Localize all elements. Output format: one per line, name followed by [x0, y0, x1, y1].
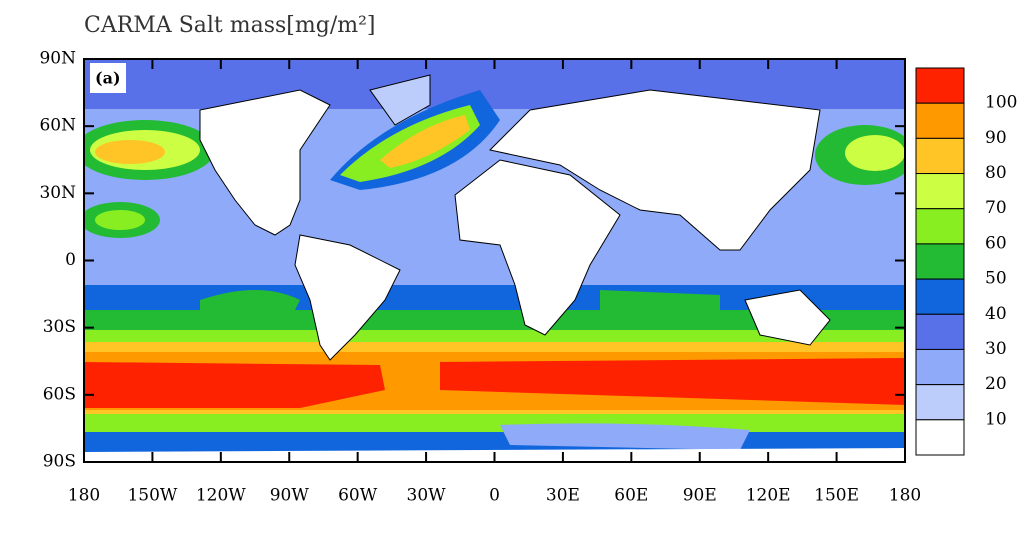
y-tick-label: 60S: [43, 384, 76, 404]
x-tick-label: 180: [68, 486, 100, 506]
colorbar-label: 40: [985, 304, 1007, 324]
panel-label: (a): [95, 69, 121, 88]
x-tick-label: 180: [889, 486, 921, 506]
colorbar-box: [915, 67, 965, 104]
y-tick-label: 90N: [39, 49, 76, 69]
colorbar-box: [915, 102, 965, 139]
panel-label-box: [90, 63, 126, 93]
colorbar-label: 90: [985, 128, 1007, 148]
colorbar-label: 30: [985, 339, 1007, 359]
colorbar-box: [915, 348, 965, 386]
x-tick-label: 30W: [407, 486, 447, 506]
colorbar-box: [915, 278, 965, 315]
x-tick-label: 150E: [814, 486, 859, 506]
x-tick-label: 0: [489, 486, 500, 506]
x-tick-label: 120W: [196, 486, 246, 506]
map: [84, 59, 905, 462]
colorbar-box: [915, 208, 965, 245]
y-tick-label: 30N: [39, 183, 76, 203]
y-tick-label: 0: [65, 250, 76, 270]
colorbar-box: [915, 137, 965, 175]
colorbar-box: [915, 384, 965, 421]
title: CARMA Salt mass[mg/m²]: [84, 13, 376, 38]
colorbar-box: [915, 173, 965, 210]
colorbar-box: [915, 243, 965, 280]
colorbar-box: [915, 313, 965, 350]
colorbar-box: [915, 419, 965, 456]
colorbar-label: 80: [985, 163, 1007, 183]
y-tick-label: 60N: [39, 116, 76, 136]
y-tick-label: 30S: [43, 317, 76, 337]
x-tick-label: 60W: [338, 486, 378, 506]
colorbar-label: 70: [985, 198, 1007, 218]
x-tick-label: 30E: [546, 486, 580, 506]
x-tick-label: 90W: [270, 486, 310, 506]
colorbar-label: 100: [985, 93, 1017, 113]
colorbar-label: 10: [985, 409, 1007, 429]
x-tick-label: 90E: [683, 486, 717, 506]
x-tick-label: 120E: [746, 486, 791, 506]
colorbar-label: 20: [985, 374, 1007, 394]
x-tick-label: 60E: [614, 486, 648, 506]
colorbar-label: 60: [985, 233, 1007, 253]
x-tick-label: 150W: [127, 486, 177, 506]
y-tick-label: 90S: [43, 452, 76, 472]
colorbar-label: 50: [985, 269, 1007, 289]
